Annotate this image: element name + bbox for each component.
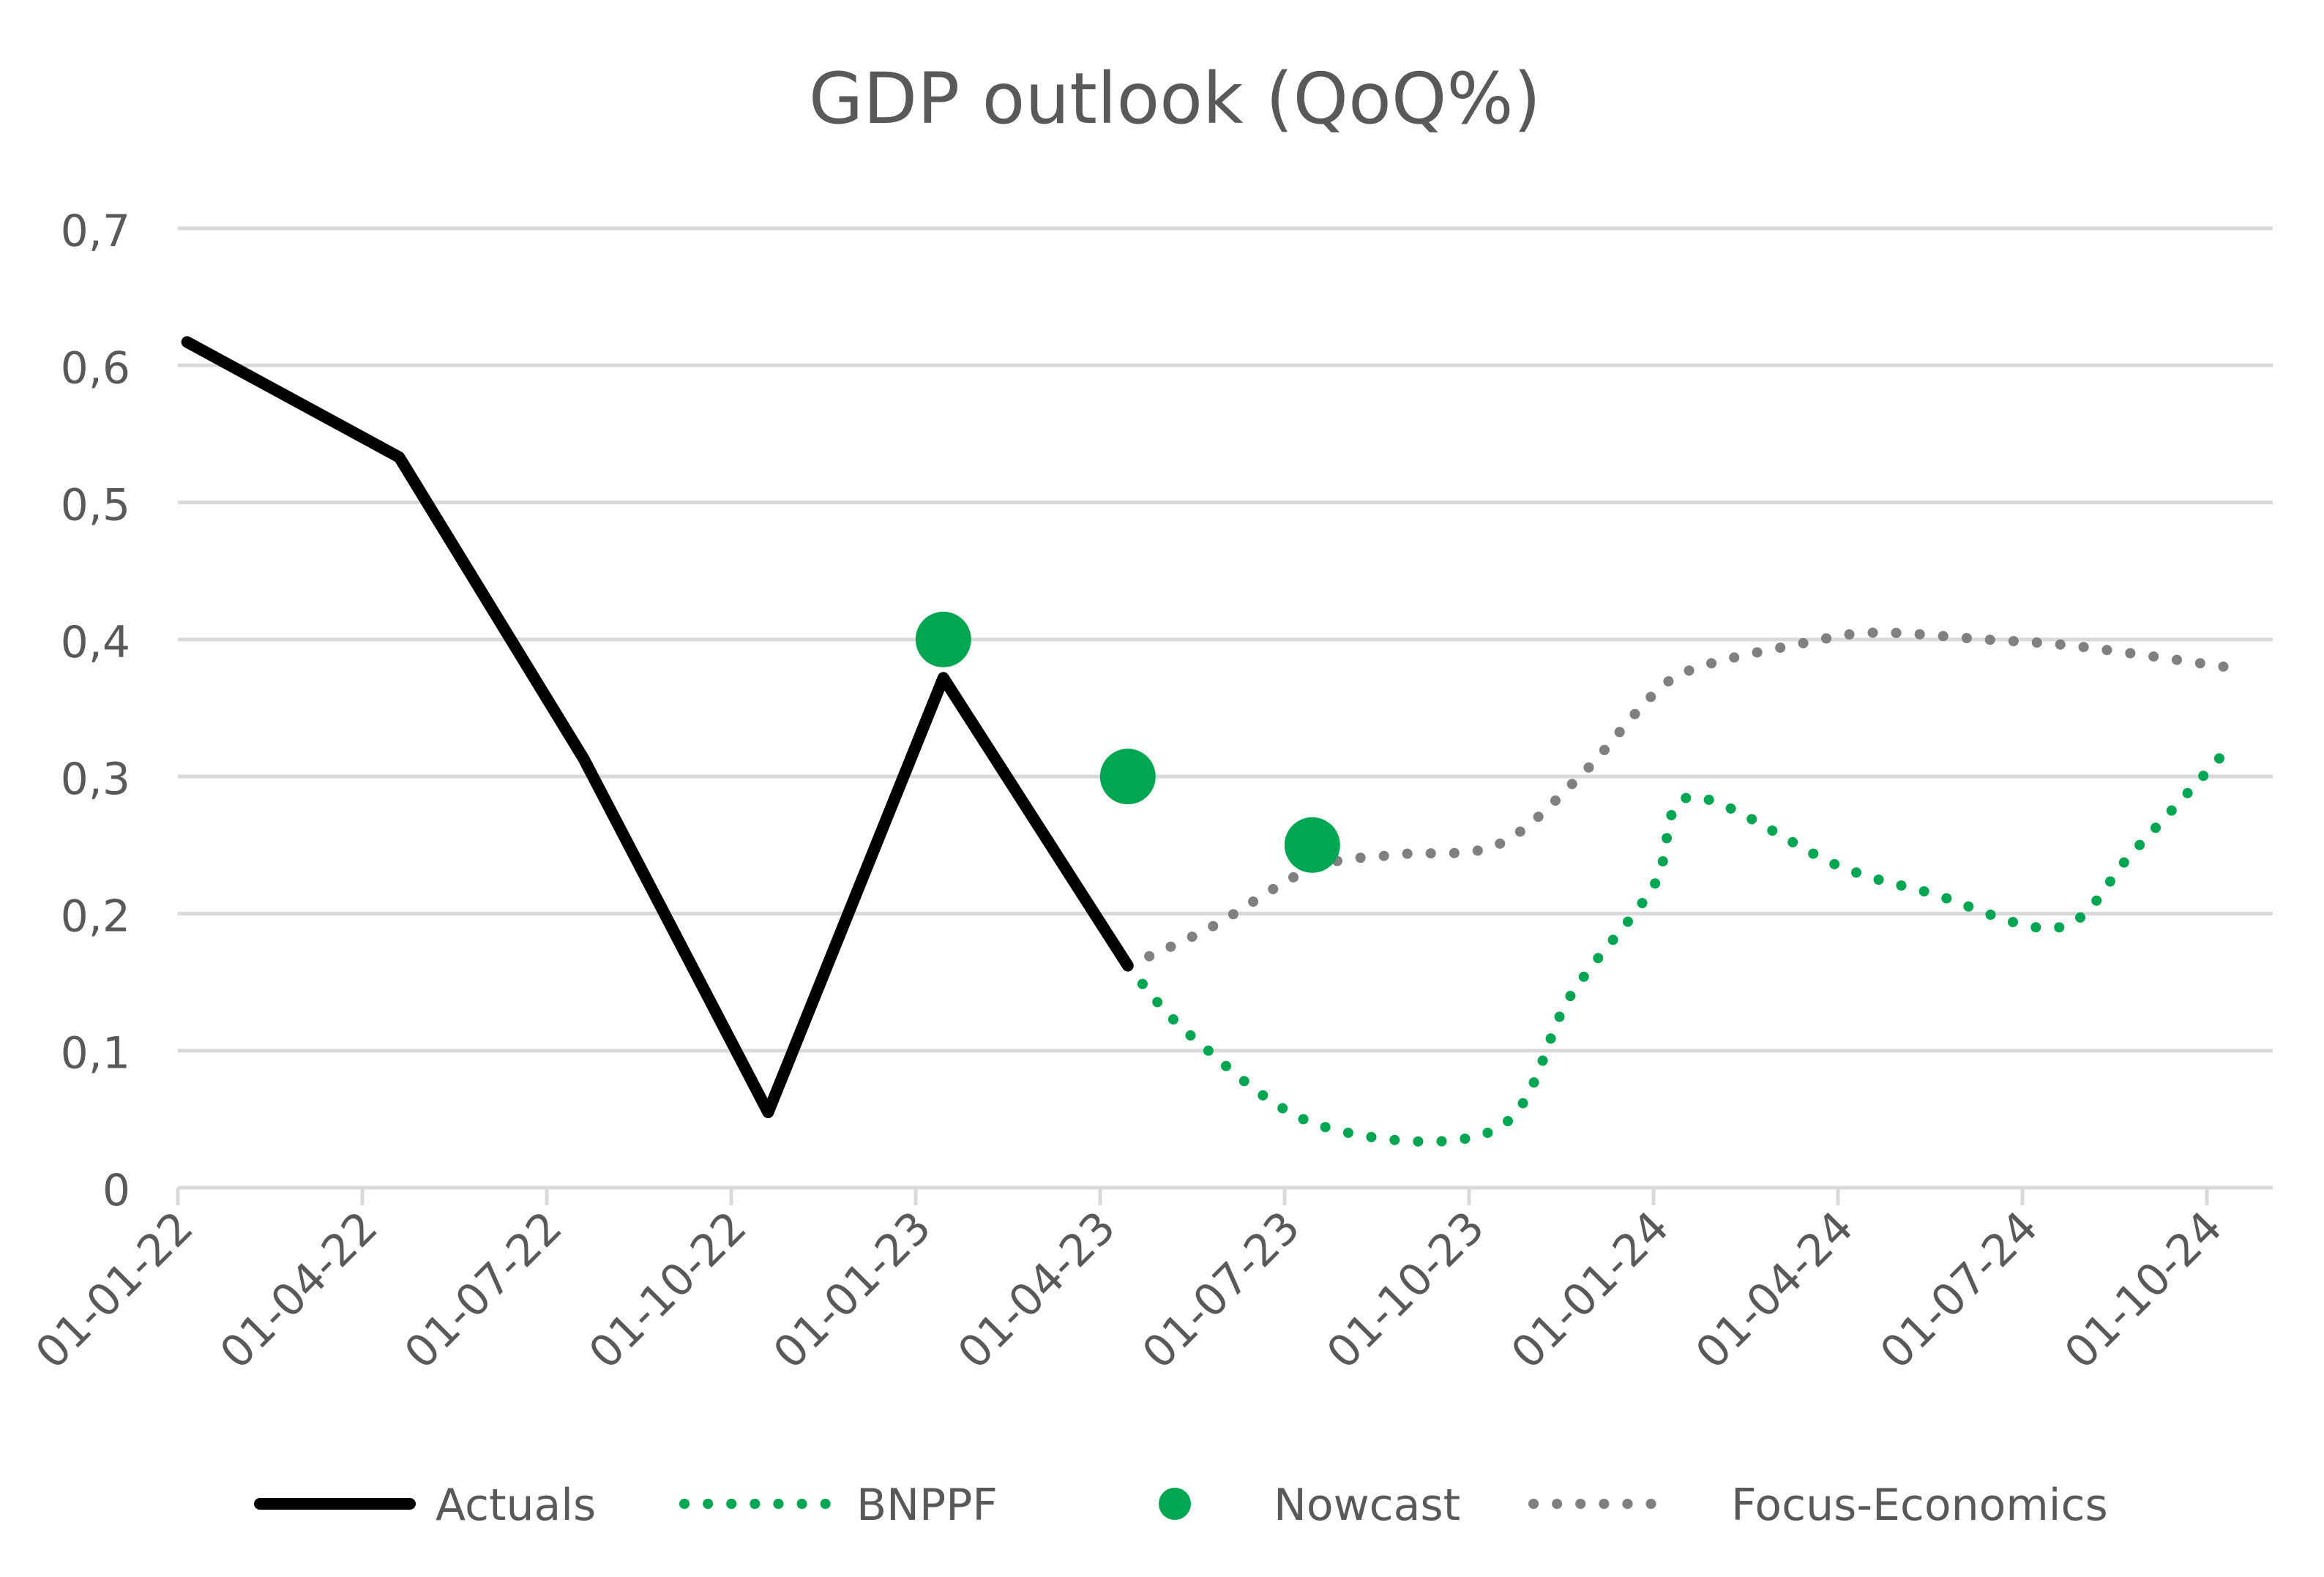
- x-axis: [176, 1185, 2273, 1205]
- y-tick-label: 0,5: [61, 480, 130, 531]
- y-tick-label: 0,1: [61, 1028, 130, 1079]
- legend-symbol-nowcast: [1159, 1488, 1191, 1520]
- chart-title: GDP outlook (QoQ%): [809, 58, 1541, 140]
- legend-label-actuals: Actuals: [436, 1480, 596, 1531]
- y-tick-label: 0: [102, 1165, 130, 1216]
- grid-lines: [178, 226, 2273, 1053]
- series-line-actuals: [181, 336, 1134, 1118]
- legend-label-focus-economics: Focus-Economics: [1731, 1480, 2108, 1531]
- plot-series: [181, 336, 2231, 1147]
- y-tick-label: 0,2: [61, 891, 130, 942]
- legend-label-bnppf: BNPPF: [856, 1480, 998, 1531]
- series-point-nowcast: [1099, 749, 1156, 805]
- y-tick-label: 0,3: [61, 754, 130, 805]
- y-axis-tick-labels: 0 0,1 0,2 0,3 0,4 0,5 0,6 0,7: [61, 206, 130, 1216]
- y-tick-label: 0,4: [61, 617, 130, 668]
- y-tick-label: 0,6: [61, 342, 130, 394]
- series-line-bnppf: [1122, 746, 2231, 1147]
- legend-label-nowcast: Nowcast: [1274, 1480, 1460, 1531]
- series-point-nowcast: [915, 611, 971, 667]
- y-tick-label: 0,7: [61, 206, 130, 257]
- series-point-nowcast: [1284, 817, 1340, 873]
- legend: Actuals BNPPF Nowcast Focus-Economics: [254, 1480, 2108, 1531]
